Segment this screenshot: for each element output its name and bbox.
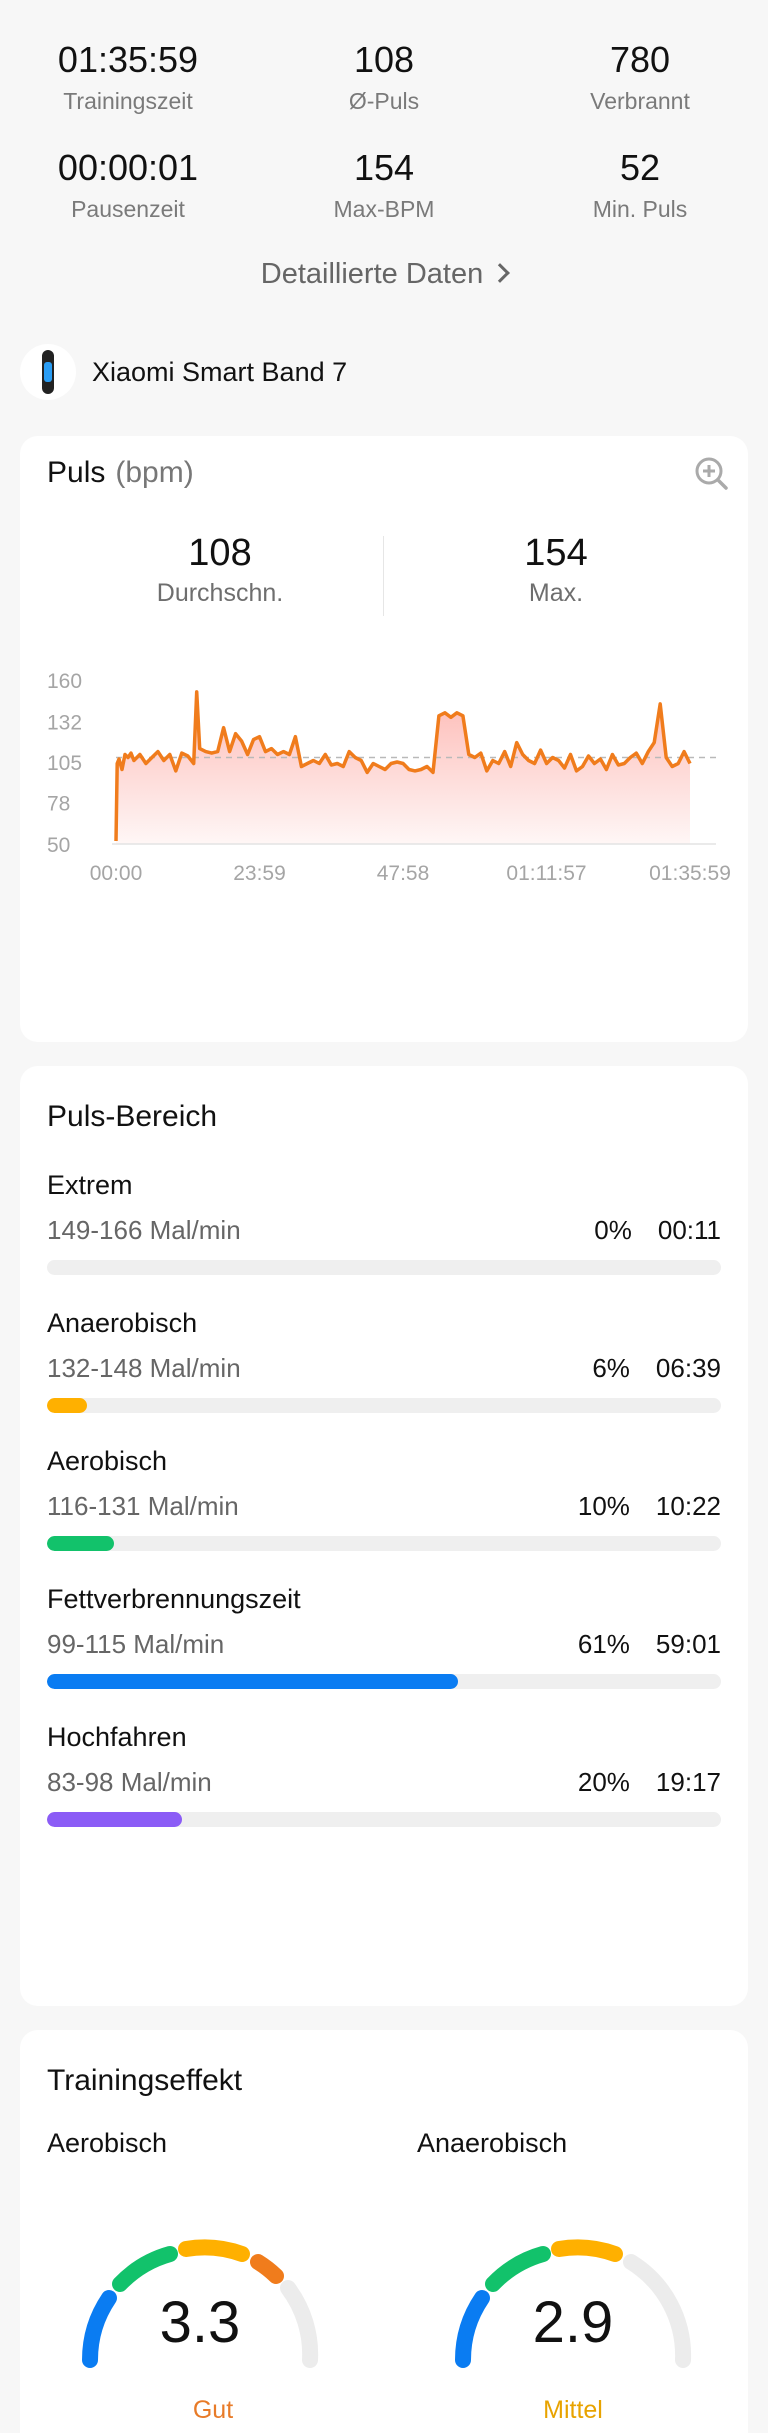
stat-training-time: 01:35:59 Trainingszeit bbox=[0, 38, 256, 116]
anaerobic-rating: Mittel bbox=[543, 2396, 603, 2424]
pulse-avg: 108 Durchschn. bbox=[50, 532, 390, 608]
pulse-area bbox=[116, 691, 690, 844]
zone-percent: 10% bbox=[577, 1491, 630, 1521]
pulse-unit: (bpm) bbox=[115, 456, 194, 489]
zone-name: Hochfahren bbox=[47, 1722, 187, 1752]
pulse-max-label: Max. bbox=[528, 579, 584, 607]
x-tick-label: 47:58 bbox=[377, 862, 430, 885]
zone-name: Fettverbrennungszeit bbox=[47, 1584, 301, 1614]
stat-calories: 780 Verbrannt bbox=[512, 38, 768, 116]
zone-progress-track bbox=[47, 1674, 721, 1689]
stat-label: Ø-Puls bbox=[348, 88, 420, 114]
zone-range: 99-115 Mal/min bbox=[47, 1629, 225, 1659]
zone-progress-track bbox=[47, 1536, 721, 1551]
training-effect-card: Trainingseffekt Aerobisch Anaerobisch 3.… bbox=[20, 2030, 748, 2433]
zone-item: Fettverbrennungszeit 99-115 Mal/min 61% 59:… bbox=[47, 1584, 721, 1689]
stat-value: 108 bbox=[353, 39, 415, 80]
zone-range: 149-166 Mal/min bbox=[47, 1215, 241, 1245]
zone-range: 83-98 Mal/min bbox=[47, 1767, 212, 1797]
zone-progress-fill bbox=[47, 1674, 459, 1689]
zone-range: 132-148 Mal/min bbox=[47, 1353, 241, 1383]
x-tick-label: 01:35:59 bbox=[649, 862, 731, 885]
zone-percent: 0% bbox=[594, 1215, 632, 1245]
zone-percent: 6% bbox=[592, 1353, 630, 1383]
smartband-icon bbox=[20, 344, 76, 400]
pulse-zones-title: Puls-Bereich bbox=[47, 1100, 218, 1133]
anaerobic-label: Anaerobisch bbox=[417, 2128, 568, 2158]
zone-time: 19:17 bbox=[655, 1767, 721, 1797]
aerobic-gauge: 3.3 Gut bbox=[81, 2239, 319, 2424]
stat-label: Verbrannt bbox=[590, 88, 690, 114]
zone-name: Extrem bbox=[47, 1170, 133, 1200]
detailed-data-label: Detaillierte Daten bbox=[260, 258, 484, 290]
training-effect-title: Trainingseffekt bbox=[47, 2064, 243, 2097]
stat-value: 52 bbox=[619, 147, 661, 188]
zone-name: Anaerobisch bbox=[47, 1308, 198, 1338]
pulse-title: Puls (bpm) bbox=[47, 456, 194, 490]
pulse-zones-card: Puls-Bereich Extrem 149-166 Mal/min 0% 00:1… bbox=[20, 1066, 748, 2006]
stat-value: 154 bbox=[353, 147, 415, 188]
pulse-max: 154 Max. bbox=[386, 532, 726, 608]
zone-progress-track bbox=[47, 1260, 721, 1275]
zone-item: Hochfahren 83-98 Mal/min 20% 19:17 bbox=[47, 1722, 721, 1827]
stat-value: 00:00:01 bbox=[57, 147, 199, 188]
device-row: Xiaomi Smart Band 7 bbox=[20, 344, 347, 400]
anaerobic-gauge: 2.9 Mittel bbox=[454, 2239, 692, 2424]
stat-label: Min. Puls bbox=[592, 196, 688, 222]
pulse-series-line bbox=[114, 690, 692, 842]
zone-progress-track bbox=[47, 1812, 721, 1827]
zone-range: 116-131 Mal/min bbox=[47, 1491, 239, 1521]
stat-avg-pulse: 108 Ø-Puls bbox=[256, 38, 512, 116]
stat-max-bpm: 154 Max-BPM bbox=[256, 146, 512, 224]
zone-time: 10:22 bbox=[655, 1491, 721, 1521]
zone-progress-fill bbox=[47, 1812, 182, 1827]
pulse-avg-label: Durchschn. bbox=[156, 579, 284, 607]
zone-progress-fill bbox=[47, 1398, 88, 1413]
y-tick-label: 105 bbox=[47, 752, 82, 775]
x-tick-label: 01:11:57 bbox=[506, 862, 586, 885]
stat-label: Trainingszeit bbox=[63, 88, 193, 114]
pulse-chart[interactable]: 160 132 105 78 50 00:00 23:59 47:58 01:11:57 01:3… bbox=[20, 666, 748, 1046]
zone-item: Aerobisch 116-131 Mal/min 10% 10:22 bbox=[47, 1446, 721, 1551]
stat-label: Max-BPM bbox=[333, 196, 435, 222]
zone-progress-track bbox=[47, 1398, 721, 1413]
zone-progress-fill bbox=[47, 1536, 115, 1551]
zone-percent: 61% bbox=[577, 1629, 630, 1659]
pulse-title-text: Puls bbox=[47, 456, 106, 489]
y-tick-label: 78 bbox=[47, 792, 70, 815]
stat-value: 780 bbox=[609, 39, 671, 80]
zone-time: 06:39 bbox=[655, 1353, 721, 1383]
zone-time: 59:01 bbox=[655, 1629, 721, 1659]
divider bbox=[383, 536, 384, 616]
stat-min-pulse: 52 Min. Puls bbox=[512, 146, 768, 224]
zone-time: 00:11 bbox=[657, 1215, 721, 1245]
aerobic-label: Aerobisch bbox=[47, 2128, 168, 2158]
chevron-right-icon bbox=[490, 263, 511, 283]
x-tick-label: 00:00 bbox=[90, 862, 143, 885]
detailed-data-link[interactable]: Detaillierte Daten bbox=[0, 258, 768, 291]
stat-pause-time: 00:00:01 Pausenzeit bbox=[0, 146, 256, 224]
aerobic-rating: Gut bbox=[193, 2396, 233, 2424]
device-name: Xiaomi Smart Band 7 bbox=[92, 356, 348, 387]
zone-percent: 20% bbox=[577, 1767, 630, 1797]
zone-item: Extrem 149-166 Mal/min 0% 00:11 bbox=[47, 1170, 721, 1275]
pulse-card: Puls (bpm) 108 Durchschn. 154 Max. 160 132… bbox=[20, 436, 748, 1042]
y-tick-label: 132 bbox=[47, 712, 82, 735]
stat-label: Pausenzeit bbox=[71, 196, 185, 222]
stat-value: 01:35:59 bbox=[57, 39, 199, 80]
zoom-in-icon[interactable] bbox=[694, 456, 728, 490]
pulse-max-value: 154 bbox=[524, 532, 588, 574]
anaerobic-value: 2.9 bbox=[533, 2290, 614, 2355]
y-tick-label: 50 bbox=[47, 834, 70, 857]
zone-name: Aerobisch bbox=[47, 1446, 168, 1476]
pulse-avg-value: 108 bbox=[188, 532, 252, 574]
y-tick-label: 160 bbox=[47, 670, 82, 693]
aerobic-value: 3.3 bbox=[160, 2290, 241, 2355]
zone-item: Anaerobisch 132-148 Mal/min 6% 06:39 bbox=[47, 1308, 721, 1413]
x-tick-label: 23:59 bbox=[233, 862, 286, 885]
